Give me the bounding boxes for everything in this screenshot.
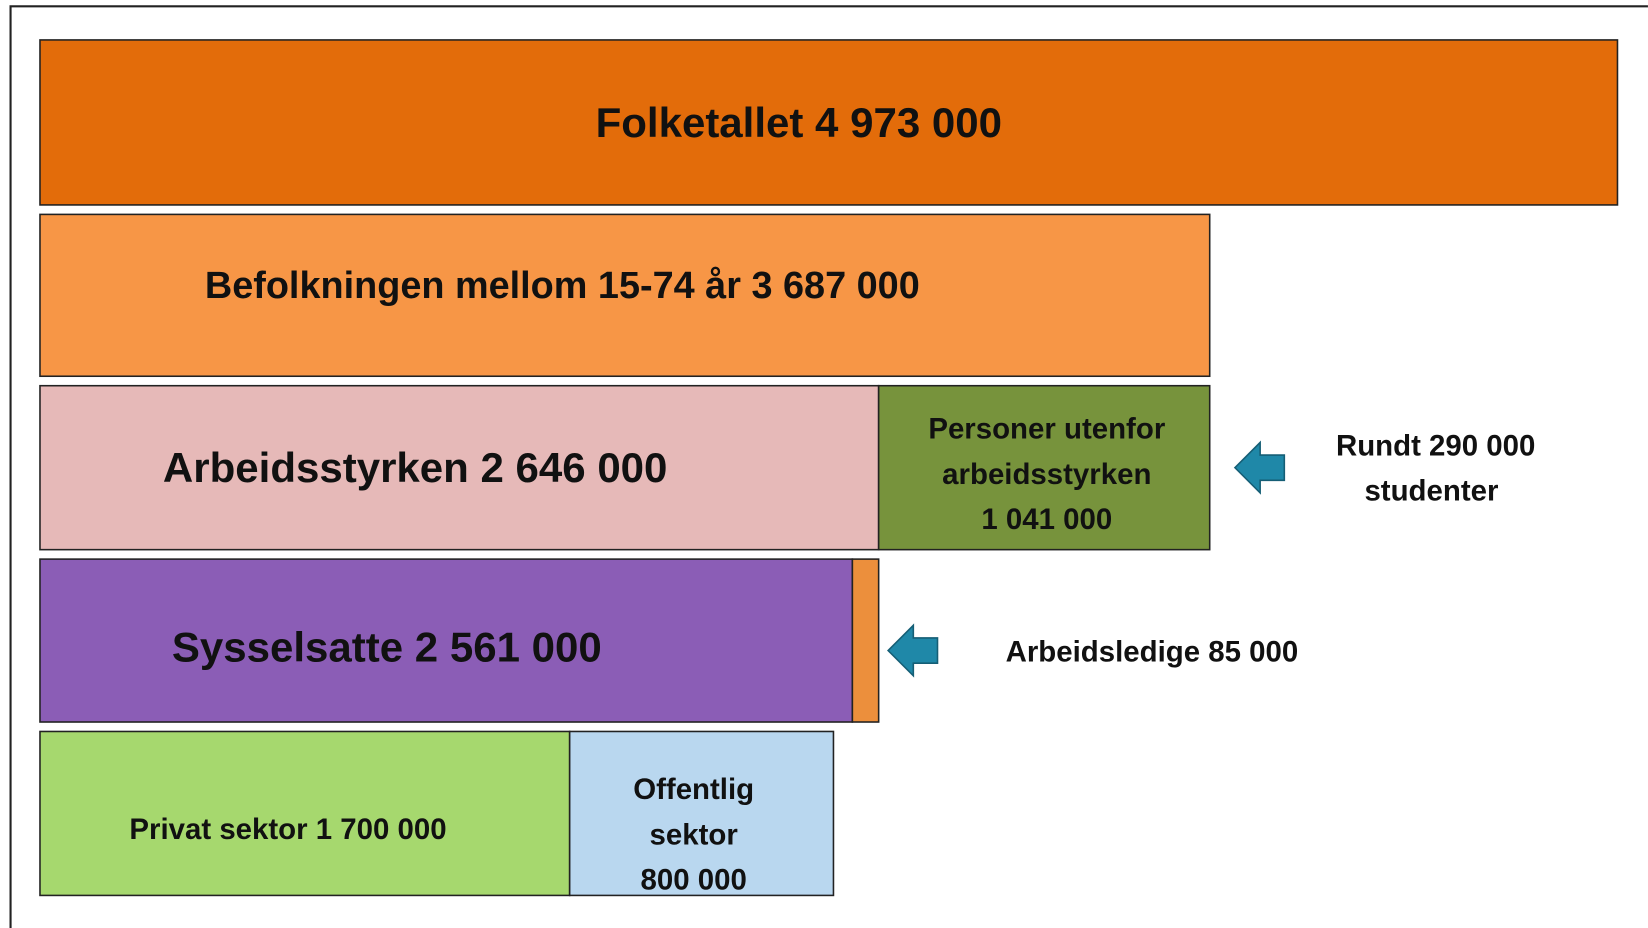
outside-box [877, 384, 1211, 551]
private-box [39, 730, 571, 897]
age-label: Befolkningen mellom 15-74 år 3 687 000 [205, 265, 920, 307]
students-note: studenter [1364, 475, 1498, 508]
arrow [886, 623, 939, 678]
labour-force-box [39, 384, 880, 551]
unemployed-box [851, 558, 880, 723]
public-label: 800 000 [641, 864, 747, 897]
population-box [39, 39, 1619, 206]
outside-label: 1 041 000 [981, 503, 1112, 536]
private-label: Privat sektor 1 700 000 [129, 813, 446, 846]
unemployed-note: Arbeidsledige 85 000 [1006, 635, 1299, 668]
frame [9, 5, 1648, 928]
age-box [39, 213, 1211, 378]
employed-label: Sysselsatte 2 561 000 [172, 624, 602, 671]
outside-label: arbeidsstyrken [942, 458, 1151, 491]
students-note: Rundt 290 000 [1336, 429, 1535, 462]
outside-label: Personer utenfor [928, 413, 1165, 446]
arrow [1233, 440, 1286, 495]
population-label: Folketallet 4 973 000 [596, 99, 1002, 146]
labour-force-label: Arbeidsstyrken 2 646 000 [163, 444, 667, 491]
public-label: sektor [650, 818, 738, 851]
public-label: Offentlig [633, 773, 754, 806]
public-box [568, 730, 835, 897]
